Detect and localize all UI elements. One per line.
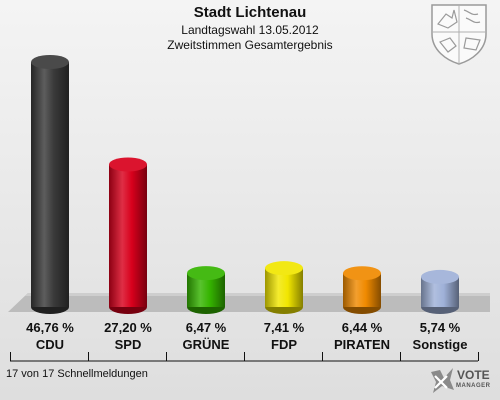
bar-cdu <box>31 55 69 314</box>
value-label: 46,76 % <box>26 320 74 335</box>
category-label: SPD <box>114 337 142 352</box>
category-label: Sonstige <box>412 337 468 352</box>
bar-sonstige <box>421 269 459 314</box>
logo-subtitle: MANAGER <box>456 383 491 389</box>
value-label: 5,74 % <box>419 320 461 335</box>
category-label: GRÜNE <box>182 337 230 352</box>
chart-subtitle-election: Landtagswahl 13.05.2012 <box>181 23 319 37</box>
vote-manager-logo-icon <box>431 368 454 393</box>
chart-floor-edge <box>25 293 490 296</box>
logo-wordmark: VOTE <box>457 368 490 382</box>
coat-of-arms-icon <box>431 4 487 65</box>
category-label: CDU <box>35 337 65 352</box>
bar-piraten <box>343 266 381 314</box>
footnote: 17 von 17 Schnellmeldungen <box>6 368 148 380</box>
value-label: 27,20 % <box>104 320 152 335</box>
bar-grüne <box>187 266 225 314</box>
value-label: 6,47 % <box>185 320 227 335</box>
bar-spd <box>109 157 147 314</box>
chart-subtitle-result: Zweitstimmen Gesamtergebnis <box>167 38 333 52</box>
value-label: 7,41 % <box>263 320 305 335</box>
bar-fdp <box>265 261 303 314</box>
category-axis <box>10 352 479 362</box>
value-label: 6,44 % <box>341 320 383 335</box>
chart-title: Stadt Lichtenau <box>193 4 307 21</box>
category-label: FDP <box>271 337 297 352</box>
category-label: PIRATEN <box>333 337 391 352</box>
